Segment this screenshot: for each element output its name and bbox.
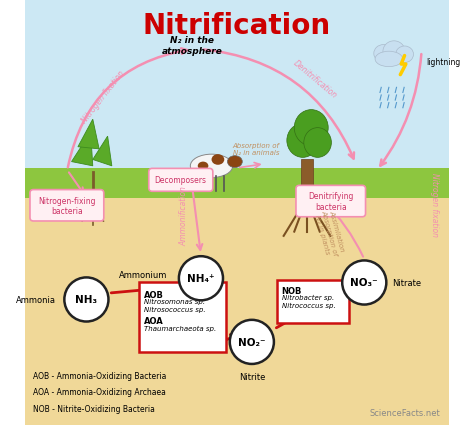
FancyBboxPatch shape	[149, 169, 213, 192]
Ellipse shape	[375, 52, 402, 67]
FancyBboxPatch shape	[296, 186, 365, 217]
Circle shape	[179, 256, 223, 301]
FancyBboxPatch shape	[30, 190, 104, 222]
Ellipse shape	[374, 46, 393, 63]
Ellipse shape	[304, 128, 331, 158]
Text: AOB - Ammonia-Oxidizing Bacteria: AOB - Ammonia-Oxidizing Bacteria	[33, 371, 167, 380]
Text: NH₃: NH₃	[75, 295, 98, 305]
Text: Nitrosomonas sp.: Nitrosomonas sp.	[144, 299, 205, 305]
Text: Assimilation
Absorption of
N₂ in plants: Assimilation Absorption of N₂ in plants	[314, 207, 346, 257]
Circle shape	[342, 261, 386, 305]
Ellipse shape	[383, 42, 405, 63]
Text: AOA: AOA	[144, 316, 164, 325]
FancyBboxPatch shape	[277, 280, 348, 323]
Circle shape	[230, 320, 274, 364]
Ellipse shape	[198, 162, 209, 171]
Text: Nitrosococcus sp.: Nitrosococcus sp.	[144, 306, 205, 312]
Text: NO₂⁻: NO₂⁻	[238, 337, 265, 347]
Text: Nitrogen fixation: Nitrogen fixation	[430, 173, 439, 236]
Text: Denitrifying
bacteria: Denitrifying bacteria	[308, 192, 354, 211]
Text: Nitrite: Nitrite	[239, 372, 265, 381]
Text: Nitrococcus sp.: Nitrococcus sp.	[282, 302, 335, 308]
Text: Ammonification: Ammonification	[180, 185, 189, 245]
Text: Thaumarchaeota sp.: Thaumarchaeota sp.	[144, 325, 216, 331]
Ellipse shape	[228, 156, 242, 168]
Text: NOB - Nitrite-Oxidizing Bacteria: NOB - Nitrite-Oxidizing Bacteria	[33, 403, 155, 413]
Text: Nitrate: Nitrate	[392, 278, 421, 287]
Text: AOB: AOB	[144, 290, 164, 299]
Ellipse shape	[294, 110, 328, 147]
FancyBboxPatch shape	[139, 283, 227, 353]
Text: Nitrobacter sp.: Nitrobacter sp.	[282, 295, 334, 301]
Text: Decomposers: Decomposers	[155, 176, 207, 185]
Ellipse shape	[287, 124, 319, 158]
Text: NO₃⁻: NO₃⁻	[350, 278, 378, 288]
Ellipse shape	[191, 155, 233, 178]
Text: ScienceFacts.net: ScienceFacts.net	[370, 408, 441, 417]
Text: lightning: lightning	[426, 58, 460, 67]
Bar	[25, 198, 449, 425]
Text: NOB: NOB	[282, 286, 302, 295]
Text: Absorption of
N₂ in animals: Absorption of N₂ in animals	[233, 143, 280, 156]
Ellipse shape	[211, 155, 224, 165]
Text: Nitrification: Nitrification	[143, 12, 331, 40]
Polygon shape	[72, 132, 93, 167]
Text: Denitrification: Denitrification	[292, 59, 339, 101]
Text: Nitrogen-fixing
bacteria: Nitrogen-fixing bacteria	[38, 196, 96, 216]
Text: Ammonium: Ammonium	[118, 270, 167, 279]
Text: Ammonia: Ammonia	[16, 295, 56, 304]
Circle shape	[64, 278, 109, 322]
Bar	[25, 1, 449, 198]
Ellipse shape	[396, 47, 413, 63]
Text: N₂ in the
atmosphere: N₂ in the atmosphere	[162, 36, 223, 55]
Bar	[25, 169, 449, 198]
Text: Nitrogen fixation: Nitrogen fixation	[80, 69, 127, 124]
Text: NH₄⁺: NH₄⁺	[187, 273, 215, 284]
Text: AOA - Ammonia-Oxidizing Archaea: AOA - Ammonia-Oxidizing Archaea	[33, 388, 166, 397]
Polygon shape	[78, 120, 99, 150]
Bar	[301, 160, 312, 198]
Polygon shape	[93, 137, 112, 167]
